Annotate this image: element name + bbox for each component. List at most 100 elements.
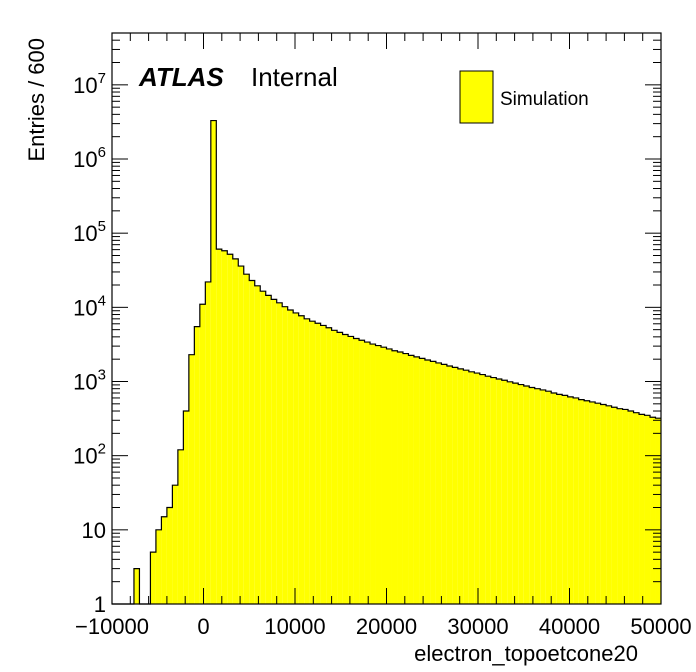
y-tick-label: 10 bbox=[82, 518, 106, 543]
legend: Simulation bbox=[459, 70, 589, 124]
legend-swatch-simulation bbox=[459, 70, 494, 124]
histogram-bar bbox=[271, 299, 277, 604]
histogram-bar bbox=[600, 404, 607, 604]
histogram-bar bbox=[468, 371, 475, 604]
histogram-bar bbox=[479, 374, 486, 604]
y-tick-label: 1 bbox=[94, 592, 106, 617]
histogram-bar bbox=[161, 516, 167, 604]
histogram-bar bbox=[194, 326, 200, 604]
histogram-bar bbox=[518, 384, 524, 604]
x-tick-label: 50000 bbox=[630, 614, 691, 639]
x-tick-label: 20000 bbox=[356, 614, 417, 639]
y-tick-label: 105 bbox=[73, 218, 106, 246]
histogram-bar bbox=[265, 295, 272, 604]
histogram-bar bbox=[567, 396, 574, 604]
histogram-bar bbox=[655, 418, 661, 604]
histogram-bar bbox=[402, 353, 409, 604]
histogram-bar bbox=[512, 383, 519, 604]
histogram-bar bbox=[424, 359, 431, 604]
histogram-bar bbox=[375, 345, 382, 604]
histogram-bar bbox=[331, 330, 338, 604]
histogram-bar bbox=[617, 408, 623, 604]
histogram-bar bbox=[397, 351, 403, 604]
histogram-bar bbox=[474, 373, 480, 604]
histogram-bar bbox=[287, 310, 294, 604]
histogram-bar bbox=[490, 377, 497, 604]
histogram-bar bbox=[359, 340, 365, 604]
histogram-bar bbox=[545, 391, 552, 604]
histogram-outline bbox=[112, 119, 661, 605]
histogram-bar bbox=[353, 338, 360, 604]
histogram-bar bbox=[210, 120, 217, 604]
histogram-bar bbox=[199, 304, 206, 604]
histogram-bar bbox=[622, 409, 629, 604]
histogram-bar bbox=[205, 281, 211, 604]
y-tick-label: 106 bbox=[73, 144, 106, 172]
histogram-bar bbox=[644, 415, 651, 604]
histogram-bar bbox=[370, 344, 376, 604]
histogram-bar bbox=[534, 388, 541, 604]
histogram-bar bbox=[562, 395, 568, 604]
histogram-bar bbox=[556, 394, 563, 604]
histogram-bar bbox=[243, 274, 250, 604]
x-axis-title: electron_topoetcone20 bbox=[414, 641, 638, 666]
histogram-bar bbox=[463, 370, 469, 604]
histogram-bar bbox=[282, 306, 288, 604]
histogram-bar bbox=[589, 401, 596, 604]
x-tick-label: 10000 bbox=[264, 614, 325, 639]
histogram-bar bbox=[150, 552, 156, 604]
histogram-bar bbox=[435, 362, 442, 604]
legend-label-simulation: Simulation bbox=[500, 89, 589, 110]
y-tick-label: 104 bbox=[73, 292, 106, 320]
histogram-bar bbox=[320, 325, 327, 604]
histogram-bar bbox=[221, 250, 228, 604]
histogram-bar bbox=[386, 348, 392, 604]
histogram-bar bbox=[573, 397, 579, 604]
histogram-bar bbox=[578, 399, 585, 604]
y-tick-label: 103 bbox=[73, 367, 106, 395]
histogram-bar bbox=[650, 417, 656, 604]
histogram-bar bbox=[446, 365, 453, 604]
histogram-bar bbox=[315, 323, 321, 604]
histogram-bars bbox=[133, 120, 661, 604]
histogram-bar bbox=[529, 387, 535, 604]
atlas-label: ATLAS bbox=[138, 62, 224, 92]
histogram-bar bbox=[413, 356, 420, 604]
histogram-bar bbox=[304, 318, 310, 604]
histogram-bar bbox=[166, 507, 173, 604]
histogram-bar bbox=[249, 280, 255, 604]
histogram-bar bbox=[172, 485, 178, 604]
histogram-bar bbox=[391, 350, 398, 604]
histogram-bar bbox=[216, 249, 222, 604]
y-tick-labels: 1 10 102 103 104 105 106 107 bbox=[73, 70, 106, 617]
histogram-bar bbox=[639, 414, 645, 604]
histogram-bar bbox=[496, 379, 502, 604]
histogram-bar bbox=[326, 327, 332, 604]
histogram-bar bbox=[298, 315, 305, 604]
y-axis-title: Entries / 600 bbox=[24, 38, 49, 162]
histogram-bar bbox=[551, 392, 557, 604]
histogram-bar bbox=[348, 336, 354, 604]
histogram-bar bbox=[419, 358, 425, 604]
histogram-bar bbox=[611, 407, 618, 604]
axis-ticks bbox=[111, 32, 662, 605]
histogram-bar bbox=[633, 412, 640, 604]
y-tick-label: 102 bbox=[73, 441, 106, 469]
histogram-bar bbox=[441, 364, 447, 604]
histogram-bar bbox=[540, 389, 546, 604]
histogram-bar bbox=[276, 302, 283, 604]
histogram-bar bbox=[606, 405, 612, 604]
histogram-bar bbox=[628, 411, 634, 604]
x-tick-labels: −10000 0 10000 20000 30000 40000 50000 bbox=[75, 614, 692, 639]
histogram-bar bbox=[227, 254, 233, 604]
x-tick-label: 30000 bbox=[447, 614, 508, 639]
y-tick-label: 107 bbox=[73, 70, 106, 98]
histogram-bar bbox=[457, 368, 464, 604]
histogram-bar bbox=[507, 381, 513, 604]
histogram-bar bbox=[183, 411, 189, 604]
histogram-bar bbox=[501, 380, 508, 604]
histogram-bar bbox=[254, 285, 261, 604]
histogram-bar bbox=[309, 321, 316, 604]
